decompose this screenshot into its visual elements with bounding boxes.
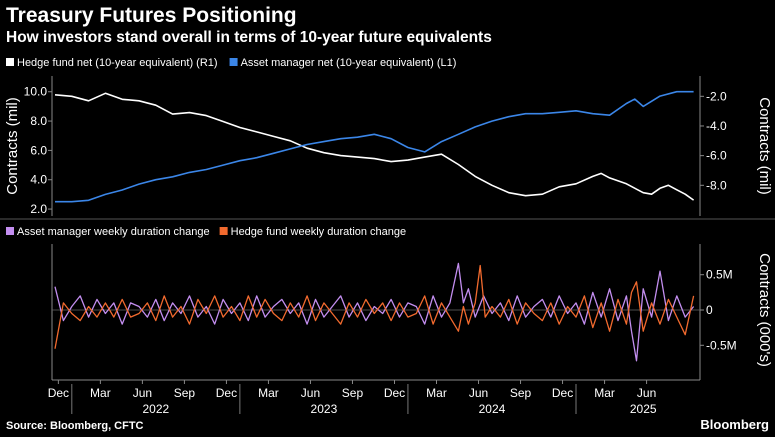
x-tick-label: Mar — [258, 386, 279, 400]
x-tick-label: Jun — [133, 386, 152, 400]
source-note: Source: Bloomberg, CFTC — [6, 420, 144, 432]
legend-swatch-top-0 — [6, 58, 14, 66]
x-tick-label: Mar — [594, 386, 615, 400]
left-tick-label: 4.0 — [30, 173, 47, 187]
series-line-top-0 — [54, 92, 695, 201]
x-tick-label: Jun — [301, 386, 320, 400]
chart-title: Treasury Futures Positioning — [6, 4, 297, 27]
x-tick-label: Sep — [342, 386, 364, 400]
right-tick-label: -6.0 — [706, 149, 727, 163]
series-line-bottom-1 — [54, 264, 695, 349]
x-tick-label: Dec — [48, 386, 69, 400]
x-tick-label: Dec — [552, 386, 573, 400]
series-line-top-1 — [55, 90, 694, 203]
legend-label-bottom-0: Asset manager weekly duration change — [17, 226, 210, 238]
chart-subtitle: How investors stand overall in terms of … — [6, 29, 492, 46]
x-year-label: 2025 — [630, 402, 657, 416]
bottom-axis-title: Contracts (000's) — [756, 253, 773, 367]
left-axis-title: Contracts (mil) — [4, 97, 21, 195]
left-tick-label: 2.0 — [30, 202, 47, 216]
right-tick-label: -2.0 — [706, 89, 727, 103]
x-tick-label: Jun — [637, 386, 656, 400]
series-line-bottom-0 — [54, 262, 695, 362]
legend-swatch-top-1 — [229, 58, 238, 66]
x-year-label: 2022 — [142, 402, 169, 416]
bottom-tick-label: -0.5M — [706, 338, 737, 352]
x-axis: Dec Mar Jun Sep Dec Mar Jun Sep Dec Mar Jun Sep Dec M… — [48, 379, 700, 416]
x-year-label: 2024 — [479, 402, 506, 416]
left-tick-label: 8.0 — [30, 114, 47, 128]
x-tick-label: Jun — [469, 386, 488, 400]
x-tick-label: Mar — [426, 386, 447, 400]
x-tick-label: Dec — [384, 386, 405, 400]
right-tick-label: -4.0 — [706, 119, 727, 133]
left-tick-label: 10.0 — [24, 85, 48, 99]
bottom-tick-label: 0.5M — [706, 268, 733, 282]
left-tick-label: 6.0 — [30, 143, 47, 157]
x-tick-label: Sep — [174, 386, 196, 400]
bottom-tick-label: 0 — [706, 303, 713, 317]
x-tick-label: Dec — [216, 386, 237, 400]
legend-label-bottom-1: Hedge fund weekly duration change — [231, 226, 407, 238]
legend-swatch-bottom-1 — [219, 227, 228, 235]
bloomberg-logo: Bloomberg — [700, 417, 769, 432]
x-tick-label: Sep — [510, 386, 532, 400]
legend-label-top-1: Asset manager net (10-year equivalent) (… — [241, 57, 457, 69]
legend-label-top-0: Hedge fund net (10-year equivalent) (R1) — [17, 57, 218, 69]
x-tick-label: Mar — [90, 386, 111, 400]
net-positioning-panel: Hedge fund net (10-year equivalent) (R1)… — [4, 57, 773, 216]
right-axis-title: Contracts (mil) — [756, 97, 773, 195]
x-year-label: 2023 — [311, 402, 338, 416]
weekly-change-panel: Asset manager weekly duration change Hedg… — [0, 218, 775, 380]
legend-swatch-bottom-0 — [6, 227, 14, 235]
right-tick-label: -8.0 — [706, 178, 727, 192]
